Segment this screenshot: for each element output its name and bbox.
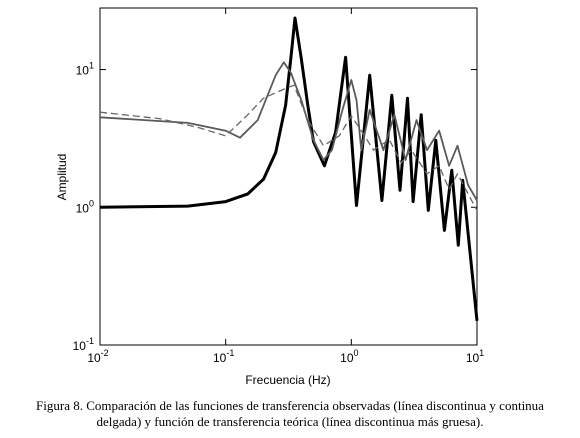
tick-label: 100 xyxy=(76,198,94,215)
plot-frame xyxy=(99,7,478,346)
caption-line: delgada) y función de transferencia teór… xyxy=(97,414,484,429)
y-axis-label: Amplitud xyxy=(55,154,69,201)
tick-base: 10 xyxy=(466,351,480,365)
tick-base: 10 xyxy=(73,339,87,353)
tick-exponent: 1 xyxy=(89,61,94,71)
series-line xyxy=(99,84,478,211)
tick-label: 10-1 xyxy=(73,336,94,353)
tick-label: 101 xyxy=(466,348,484,365)
x-axis-label: Frecuencia (Hz) xyxy=(245,373,330,387)
series-line xyxy=(99,16,479,321)
caption-line: Figura 8. Comparación de las funciones d… xyxy=(36,398,544,413)
tick-base: 10 xyxy=(76,201,90,215)
tick-label: 100 xyxy=(340,348,358,365)
tick-label: 10-2 xyxy=(87,348,108,365)
tick-exponent: 1 xyxy=(479,348,484,358)
tick-exponent: -2 xyxy=(101,348,109,358)
tick-exponent: 0 xyxy=(89,198,94,208)
tick-exponent: -1 xyxy=(86,336,94,346)
tick-label: 101 xyxy=(76,61,94,78)
tick-base: 10 xyxy=(340,351,354,365)
tick-base: 10 xyxy=(87,351,101,365)
tick-label: 10-1 xyxy=(213,348,234,365)
tick-exponent: -1 xyxy=(226,348,234,358)
series-line xyxy=(99,61,478,201)
tick-exponent: 0 xyxy=(354,348,359,358)
tick-base: 10 xyxy=(76,64,90,78)
tick-base: 10 xyxy=(213,351,227,365)
